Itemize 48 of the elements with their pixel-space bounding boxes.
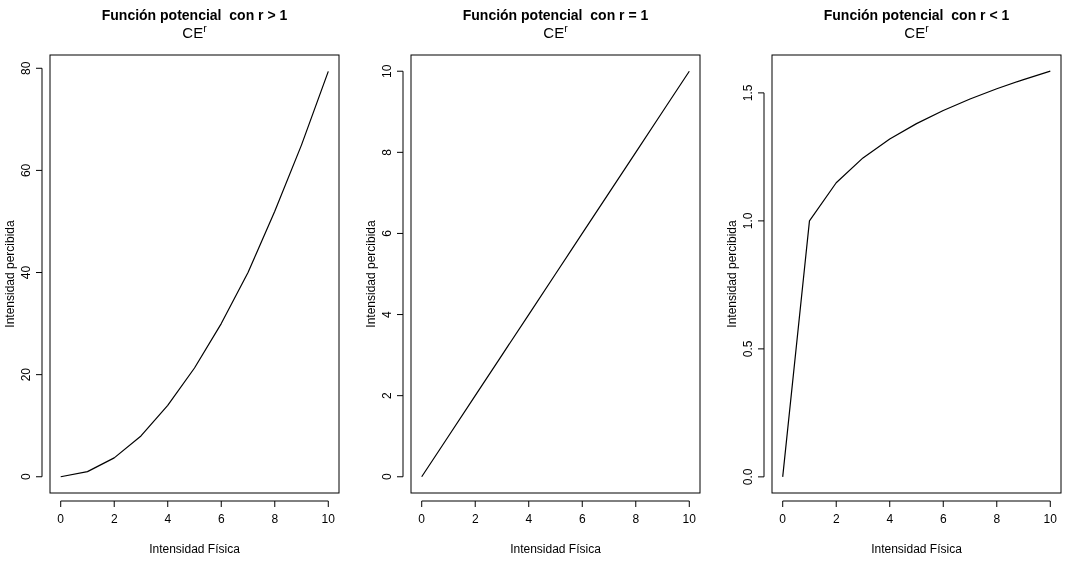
x-tick-label: 10	[682, 512, 697, 526]
y-tick-label: 2	[380, 392, 394, 400]
x-tick-label: 2	[832, 512, 840, 526]
y-tick-label: 0	[19, 473, 33, 481]
y-tick-label: 0	[380, 473, 394, 481]
x-tick-label: 10	[1043, 512, 1058, 526]
x-tick-label: 2	[110, 512, 118, 526]
chart-title: Función potencial con r < 1	[823, 7, 1010, 23]
x-tick-label: 0	[418, 512, 426, 526]
y-tick-label: 4	[380, 310, 394, 318]
y-tick-label: 10	[380, 64, 394, 78]
chart-subtitle: CE$^{r}$	[904, 22, 930, 41]
y-tick-label: 8	[380, 148, 394, 156]
y-tick-label: 60	[19, 163, 33, 178]
chart-title: Función potencial con r > 1	[101, 7, 288, 23]
y-tick-label: 80	[19, 61, 33, 75]
x-tick-label: 6	[578, 512, 586, 526]
y-tick-label: 20	[19, 367, 33, 382]
x-axis-title: Intensidad Física	[149, 542, 241, 556]
y-tick-label: 0.5	[741, 340, 755, 358]
line-series	[782, 70, 1051, 478]
y-tick-label: 1.0	[741, 212, 755, 230]
x-tick-label: 6	[939, 512, 947, 526]
y-tick-label: 0.0	[741, 468, 755, 486]
chart-subtitle: CE$^{r}$	[182, 22, 208, 41]
x-tick-label: 6	[217, 512, 225, 526]
y-tick-label: 6	[380, 229, 394, 237]
line-series	[60, 70, 329, 478]
x-tick-label: 0	[779, 512, 787, 526]
x-axis-title: Intensidad Física	[510, 542, 602, 556]
line-series	[421, 70, 690, 478]
x-tick-label: 8	[271, 512, 279, 526]
y-axis-title: Intensidad percibida	[364, 219, 378, 328]
x-tick-label: 8	[632, 512, 640, 526]
x-tick-label: 2	[471, 512, 479, 526]
y-axis-title: Intensidad percibida	[3, 219, 17, 328]
x-tick-label: 4	[886, 512, 894, 526]
chart-subtitle: CE$^{r}$	[543, 22, 569, 41]
x-tick-label: 4	[525, 512, 533, 526]
x-tick-label: 10	[321, 512, 336, 526]
y-axis-title: Intensidad percibida	[725, 219, 739, 328]
chart-title: Función potencial con r = 1	[462, 7, 649, 23]
x-tick-label: 4	[164, 512, 172, 526]
y-tick-label: 40	[19, 265, 33, 280]
x-axis-title: Intensidad Física	[871, 542, 963, 556]
x-tick-label: 8	[993, 512, 1001, 526]
y-tick-label: 1.5	[741, 84, 755, 102]
x-tick-label: 0	[57, 512, 65, 526]
